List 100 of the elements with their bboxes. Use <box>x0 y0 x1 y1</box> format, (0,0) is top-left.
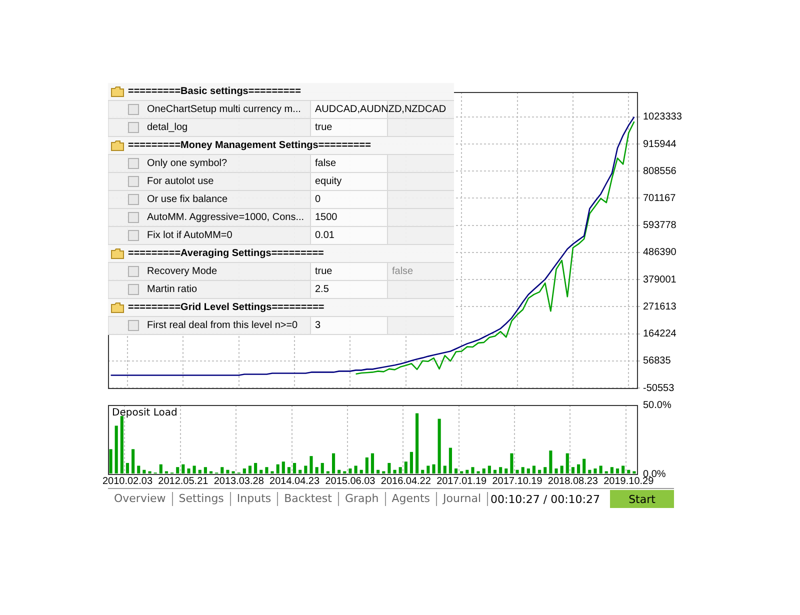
bar <box>120 416 124 474</box>
bar <box>365 457 368 474</box>
bar <box>454 468 458 474</box>
bar <box>304 466 308 474</box>
y-tick-label: -50553 <box>643 382 675 394</box>
category-label: Inputs <box>230 492 278 506</box>
x-tick-label: 2010.02.03 <box>102 476 153 487</box>
bar <box>338 470 341 474</box>
category-label: Agents <box>386 492 438 506</box>
category-label: =========Basic settings========= <box>128 86 301 97</box>
bar <box>126 462 130 474</box>
bar <box>577 464 580 474</box>
bar <box>521 467 524 474</box>
category-label: Graph <box>338 492 386 506</box>
bar <box>159 464 162 474</box>
category-label: =========Averaging Settings========= <box>128 248 324 259</box>
bar <box>376 470 380 474</box>
bar <box>627 470 630 474</box>
x-tick-label: 2014.04.23 <box>270 476 320 487</box>
bar <box>404 462 408 474</box>
text: 1500 <box>315 212 338 223</box>
y-tick-label: 486390 <box>643 247 677 258</box>
category-label: Fix lot if AutoMM=0 <box>147 230 232 241</box>
bar <box>254 462 258 474</box>
bar <box>549 450 552 474</box>
bar <box>482 468 486 474</box>
category-label: Journal <box>437 492 488 506</box>
bar <box>310 456 313 474</box>
bar <box>320 462 324 474</box>
bar <box>566 453 569 474</box>
x-tick-label: 2018.08.23 <box>548 476 598 487</box>
category-label: Recovery Mode <box>147 266 218 277</box>
y-tick-label: 701167 <box>643 192 676 204</box>
annotation: false <box>387 263 454 280</box>
bar <box>142 470 146 474</box>
bar <box>594 468 597 474</box>
category-label: =========Money Management Settings========= <box>128 140 371 151</box>
bar <box>220 467 224 474</box>
bar <box>265 467 268 474</box>
bar <box>582 458 586 474</box>
bar <box>182 464 185 474</box>
text: 00:10:27 / 00:10:27 <box>490 492 600 506</box>
bar <box>504 468 508 474</box>
bar <box>438 418 441 474</box>
bar <box>622 466 625 474</box>
bar <box>588 470 592 474</box>
x-tick-label: 2015.06.03 <box>325 476 376 487</box>
bar <box>510 453 514 474</box>
bar <box>471 467 474 474</box>
bar <box>410 452 414 474</box>
bar <box>187 468 190 474</box>
x-tick-label: 2016.04.22 <box>380 476 432 487</box>
text: true <box>315 122 332 133</box>
bar <box>388 462 391 474</box>
bar <box>398 467 402 474</box>
category-label: For autolot use <box>147 176 214 187</box>
bar <box>298 470 302 474</box>
y-tick-label: 808556 <box>643 166 677 177</box>
bar <box>493 470 497 474</box>
bar <box>198 470 202 474</box>
category-label: Martin ratio <box>147 284 198 295</box>
bar <box>610 467 614 474</box>
bar <box>538 470 542 474</box>
bar <box>616 468 620 474</box>
text: 0 <box>315 194 321 205</box>
bar <box>426 466 430 474</box>
y-tick-label: 915944 <box>643 138 677 150</box>
bar <box>137 466 140 474</box>
category-label: First real deal from this level n>=0 <box>147 320 298 331</box>
bar <box>315 467 318 474</box>
bar <box>532 466 536 474</box>
bar <box>393 470 396 474</box>
y-tick-label: 379001 <box>643 274 677 286</box>
bar <box>571 467 574 474</box>
x-tick-label: 2012.05.21 <box>158 476 209 487</box>
bar <box>176 467 180 474</box>
x-tick-label: 2013.03.28 <box>214 476 264 487</box>
bar <box>360 470 363 474</box>
bar <box>599 466 602 474</box>
bar <box>488 466 491 474</box>
x-tick-label: 2017.01.19 <box>436 476 488 487</box>
bar <box>192 466 196 474</box>
bar <box>526 468 530 474</box>
bar <box>432 464 436 474</box>
y-tick-label: 50.0% <box>643 400 672 411</box>
category-label: =========Grid Level Settings========= <box>128 302 324 313</box>
text: 2.5 <box>315 284 329 295</box>
category-label: detal_log <box>147 122 188 133</box>
text: Start <box>610 490 674 508</box>
y-tick-label: 164224 <box>643 328 677 340</box>
y-tick-label: 56835 <box>643 356 672 367</box>
category-label: OneChartSetup multi currency m... <box>147 104 301 115</box>
bar <box>370 453 374 474</box>
bar <box>560 466 564 474</box>
bar <box>554 468 558 474</box>
category-label: Or use fix balance <box>147 194 228 205</box>
bar <box>416 413 419 474</box>
bar <box>282 462 285 474</box>
text: 0.01 <box>315 230 334 241</box>
bar <box>466 470 469 474</box>
